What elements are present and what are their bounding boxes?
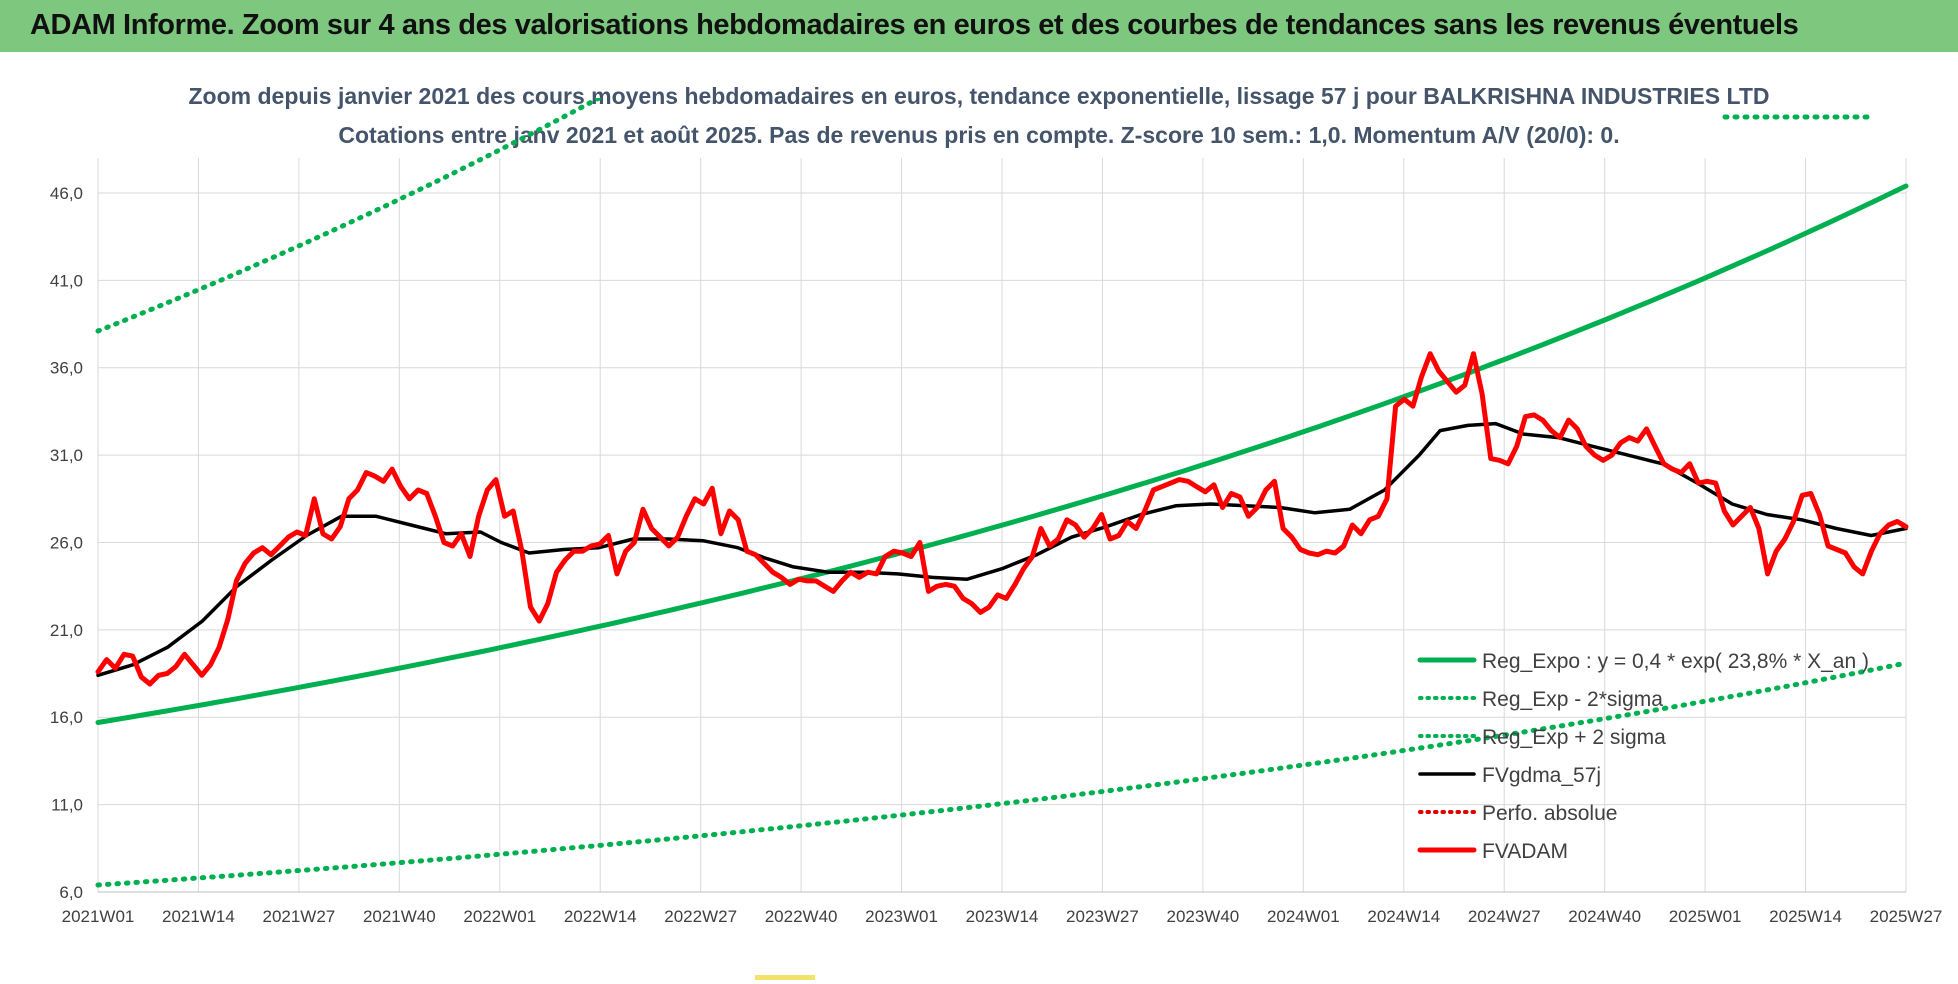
x-tick-label: 2025W14 [1769,907,1842,926]
chart-background [0,52,1958,984]
series-line-1 [95,660,1909,888]
x-tick-label: 2024W14 [1367,907,1440,926]
y-tick-label: 26,0 [50,533,83,552]
x-tick-label: 2021W14 [162,907,235,926]
x-tick-label: 2025W27 [1870,907,1943,926]
legend-label: Reg_Exp - 2*sigma [1482,688,1663,711]
legend-label: FVgdma_57j [1482,764,1601,787]
y-tick-label: 11,0 [51,796,83,815]
legend-label: Perfo. absolue [1482,802,1617,825]
x-tick-label: 2022W14 [564,907,637,926]
x-tick-label: 2022W27 [664,907,737,926]
x-tick-label: 2024W01 [1267,907,1340,926]
x-tick-label: 2023W14 [966,907,1039,926]
series-line-3 [96,421,1908,678]
series-line-5 [95,351,1909,687]
x-tick-label: 2023W01 [865,907,938,926]
y-tick-label: 6,0 [59,883,83,902]
y-tick-label: 36,0 [50,359,83,378]
legend-label: Reg_Exp + 2 sigma [1482,726,1666,749]
y-tick-label: 16,0 [50,708,83,727]
x-axis-ticks: 2021W01 2021W14 2021W27 2021W40 2022W01 2022W… [62,907,1943,926]
chart-title: Zoom depuis janvier 2021 des cours moyen… [188,83,1769,109]
legend-label: FVADAM [1482,840,1568,863]
chart: Zoom depuis janvier 2021 des cours moyen… [0,52,1958,984]
x-tick-label: 2024W40 [1568,907,1641,926]
x-tick-label: 2021W27 [262,907,335,926]
legend: Reg_Expo : y = 0,4 * exp( 23,8% * X_an )… [1417,650,1869,863]
chart-subtitle: Cotations entre janv 2021 et août 2025. … [338,122,1619,148]
y-axis-ticks: 6,0 11,0 16,0 21,0 26,0 31,0 36,0 41,0 46,0 [50,184,83,902]
x-tick-label: 2025W01 [1669,907,1742,926]
x-tick-label: 2021W40 [363,907,436,926]
x-tick-label: 2023W27 [1066,907,1139,926]
gridlines [97,158,1907,893]
report-banner: ADAM Informe. Zoom sur 4 ans des valoris… [0,0,1958,52]
y-tick-label: 21,0 [50,621,83,640]
x-tick-label: 2022W40 [765,907,838,926]
x-tick-label: 2023W40 [1166,907,1239,926]
legend-label: Reg_Expo : y = 0,4 * exp( 23,8% * X_an ) [1482,650,1869,673]
bottom-accent [755,975,815,980]
series-lines [95,98,1909,888]
y-tick-label: 41,0 [50,271,83,290]
series-line-0 [95,183,1909,725]
y-tick-label: 31,0 [50,446,83,465]
report-title: ADAM Informe. Zoom sur 4 ans des valoris… [30,9,1799,41]
x-tick-label: 2024W27 [1468,907,1541,926]
x-tick-label: 2022W01 [463,907,536,926]
y-tick-label: 46,0 [50,184,83,203]
x-tick-label: 2021W01 [62,907,135,926]
